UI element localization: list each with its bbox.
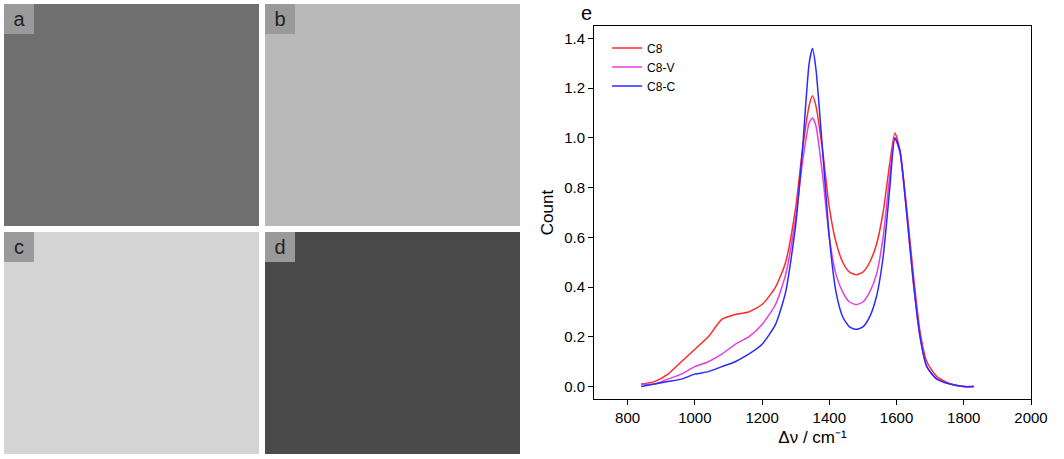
svg-text:0.8: 0.8	[564, 179, 585, 196]
svg-text:1000: 1000	[678, 409, 711, 426]
svg-text:C8-V: C8-V	[647, 61, 674, 75]
html-text:b: b	[274, 8, 286, 30]
svg-text:1800: 1800	[947, 409, 980, 426]
html-text:c: c	[14, 236, 24, 258]
html-text:a: a	[13, 8, 25, 30]
svg-text:C8-C: C8-C	[647, 80, 675, 94]
svg-text:0.6: 0.6	[564, 229, 585, 246]
svg-text:1.0: 1.0	[564, 129, 585, 146]
svg-text:800: 800	[615, 409, 640, 426]
svg-text:0.4: 0.4	[564, 278, 585, 295]
svg-text:1.4: 1.4	[564, 30, 585, 47]
svg-text:1600: 1600	[880, 409, 913, 426]
svg-text:0.2: 0.2	[564, 328, 585, 345]
svg-text:1200: 1200	[745, 409, 778, 426]
svg-text:C8: C8	[647, 42, 663, 56]
svg-text:0.0: 0.0	[564, 378, 585, 395]
svg-text:1400: 1400	[813, 409, 846, 426]
svg-text:1.2: 1.2	[564, 79, 585, 96]
svg-text:Δν / cm⁻¹: Δν / cm⁻¹	[778, 428, 847, 447]
svg-text:Count: Count	[538, 190, 557, 236]
svg-text:e: e	[581, 2, 592, 24]
html-text:d: d	[274, 236, 286, 258]
svg-text:2000: 2000	[1014, 409, 1047, 426]
